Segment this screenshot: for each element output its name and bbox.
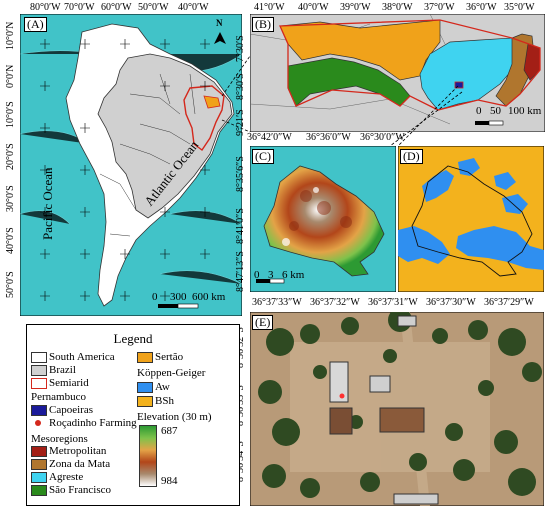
panelB-top-tick-2: 40°0′W bbox=[298, 2, 329, 13]
panelE-top-tick-4: 36°37′30″W bbox=[426, 297, 476, 308]
capoeiras-boundary bbox=[411, 165, 533, 277]
panelCD-left-tick-3: 8°47′13″S bbox=[235, 251, 246, 292]
legend-agreste: Agreste bbox=[49, 471, 84, 483]
legend-rocadinho: Roçadinho Farming bbox=[49, 417, 137, 429]
legend-title: Legend bbox=[113, 331, 153, 346]
panelCD-left-tick-2: 8°41′0″S bbox=[235, 208, 246, 244]
legend-elev-min: 984 bbox=[161, 475, 178, 487]
legend-sao-francisco: São Francisco bbox=[49, 484, 112, 496]
brazil-swatch bbox=[31, 365, 47, 376]
panelB-top-tick-4: 38°0′W bbox=[382, 2, 413, 13]
bsh-swatch bbox=[137, 396, 153, 407]
legend-bsh: BSh bbox=[155, 395, 174, 407]
capoeiras-elevation-area bbox=[263, 165, 385, 277]
panelA-top-tick-3: 60°0′W bbox=[101, 2, 132, 13]
north-label: N bbox=[216, 18, 223, 28]
farm-aerial-image bbox=[250, 312, 544, 506]
panelCD-scale-0: 0 bbox=[254, 269, 260, 281]
panelCD-scale-2: 6 km bbox=[282, 269, 305, 281]
south-america-swatch bbox=[31, 352, 47, 363]
panelB-top-tick-1: 41°0′W bbox=[254, 2, 285, 13]
legend-koppen: Köppen-Geiger bbox=[137, 367, 206, 379]
panelCD-scale-1: 3 bbox=[268, 269, 274, 281]
panel-label-b: (B) bbox=[252, 17, 274, 32]
south-america-map bbox=[20, 14, 242, 316]
panelB-scale-0: 0 bbox=[476, 105, 482, 117]
panelE-top-tick-1: 36°37′33″W bbox=[252, 297, 302, 308]
rocadinho-dot-icon bbox=[35, 420, 41, 426]
agreste-region bbox=[419, 37, 515, 111]
semiarid-swatch bbox=[31, 378, 47, 389]
elevation-color-ramp bbox=[139, 425, 157, 487]
legend-mesoregions: Mesoregions bbox=[31, 433, 88, 445]
legend-sertao: Sertão bbox=[155, 351, 184, 363]
legend-semiarid: Semiarid bbox=[49, 377, 89, 389]
brazil-region bbox=[97, 53, 233, 219]
panel-label-d: (D) bbox=[400, 149, 423, 164]
legend-elev-max: 687 bbox=[161, 425, 178, 437]
panelCD-top-tick-2: 36°36′0″W bbox=[306, 132, 351, 143]
legend-brazil: Brazil bbox=[49, 364, 76, 376]
capoeiras-swatch bbox=[31, 405, 47, 416]
pernambuco-map bbox=[250, 14, 545, 132]
panelCD-top-tick-1: 36°42′0″W bbox=[247, 132, 292, 143]
legend-capoeiras: Capoeiras bbox=[49, 404, 93, 416]
panelE-top-tick-3: 36°37′31″W bbox=[368, 297, 418, 308]
zona-da-mata-swatch bbox=[31, 459, 47, 470]
panel-label-a: (A) bbox=[24, 17, 47, 32]
panelB-scale-2: 100 km bbox=[508, 105, 542, 117]
capoeiras-marker bbox=[454, 81, 464, 89]
koppen-climate-map bbox=[398, 146, 544, 292]
panelA-top-tick-5: 40°0′W bbox=[178, 2, 209, 13]
agreste-swatch bbox=[31, 472, 47, 483]
panel-label-e: (E) bbox=[252, 315, 274, 330]
semiarid-region bbox=[183, 85, 225, 152]
panelA-scale-2: 600 km bbox=[192, 291, 226, 303]
panelB-top-tick-7: 35°0′W bbox=[504, 2, 535, 13]
panelB-top-tick-5: 37°0′W bbox=[424, 2, 455, 13]
elevation-map bbox=[250, 146, 396, 292]
panelA-top-tick-1: 80°0′W bbox=[30, 2, 61, 13]
legend-elevation: Elevation (30 m) bbox=[137, 411, 212, 423]
panel-label-c: (C) bbox=[252, 149, 274, 164]
panelCD-top-tick-3: 36°30′0″W bbox=[360, 132, 405, 143]
panelE-top-tick-2: 36°37′32″W bbox=[310, 297, 360, 308]
panelA-scale-0: 0 bbox=[152, 291, 158, 303]
panelB-top-tick-6: 36°0′W bbox=[466, 2, 497, 13]
legend-south-america: South America bbox=[49, 351, 115, 363]
legend-pernambuco: Pernambuco bbox=[31, 391, 86, 403]
north-arrow-icon bbox=[214, 32, 226, 44]
panelA-scale-1: 300 bbox=[170, 291, 187, 303]
sertao-swatch bbox=[137, 352, 153, 363]
panelCD-left-tick-1: 8°35′6″S bbox=[235, 156, 246, 192]
sao-francisco-swatch bbox=[31, 485, 47, 496]
aw-swatch bbox=[137, 382, 153, 393]
panelB-scale-1: 50 bbox=[490, 105, 501, 117]
legend-metropolitan: Metropolitan bbox=[49, 445, 107, 457]
panelB-top-tick-3: 39°0′W bbox=[340, 2, 371, 13]
legend: Legend South America Brazil Semiarid Per… bbox=[26, 324, 240, 506]
legend-zona-da-mata: Zona da Mata bbox=[49, 458, 111, 470]
panelA-top-tick-4: 50°0′W bbox=[138, 2, 169, 13]
metropolitan-swatch bbox=[31, 446, 47, 457]
panelE-top-tick-5: 36°37′29″W bbox=[484, 297, 534, 308]
legend-aw: Aw bbox=[155, 381, 170, 393]
panelA-top-tick-2: 70°0′W bbox=[64, 2, 95, 13]
